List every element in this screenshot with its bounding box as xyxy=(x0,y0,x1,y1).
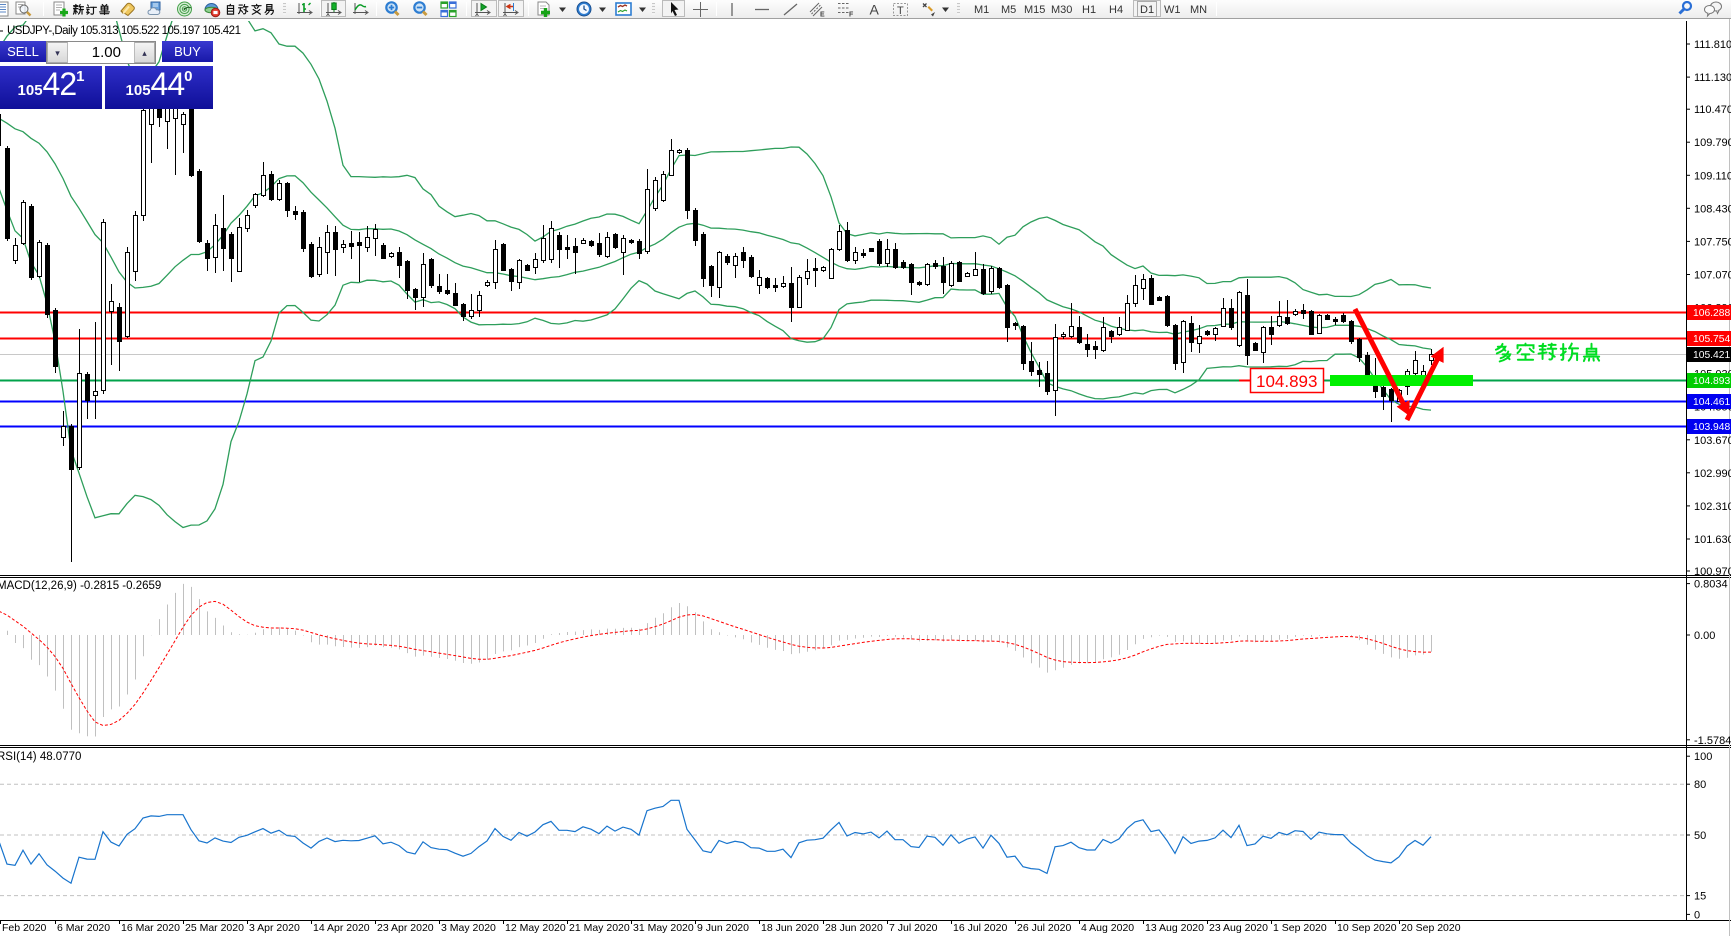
svg-text:1 Sep 2020: 1 Sep 2020 xyxy=(1273,922,1327,934)
svg-text:MACD(12,26,9) -0.2815 -0.2659: MACD(12,26,9) -0.2815 -0.2659 xyxy=(0,580,161,592)
svg-text:106.288: 106.288 xyxy=(1693,308,1730,319)
svg-text:31 May 2020: 31 May 2020 xyxy=(633,922,694,934)
svg-text:4 Aug 2020: 4 Aug 2020 xyxy=(1081,922,1134,934)
svg-text:104.893: 104.893 xyxy=(1693,376,1730,387)
svg-text:101.630: 101.630 xyxy=(1694,534,1731,546)
svg-text:16 Mar 2020: 16 Mar 2020 xyxy=(121,922,180,934)
svg-text:RSI(14) 48.0770: RSI(14) 48.0770 xyxy=(0,751,81,763)
svg-text:104.893: 104.893 xyxy=(1256,372,1317,391)
svg-text:0.8034: 0.8034 xyxy=(1694,579,1728,591)
svg-text:100.970: 100.970 xyxy=(1694,566,1731,578)
svg-text:109.790: 109.790 xyxy=(1694,137,1731,149)
svg-text:Feb 2020: Feb 2020 xyxy=(2,922,47,934)
svg-text:23 Aug 2020: 23 Aug 2020 xyxy=(1209,922,1268,934)
svg-text:103.948: 103.948 xyxy=(1693,422,1730,433)
svg-text:28 Jun 2020: 28 Jun 2020 xyxy=(825,922,883,934)
svg-text:109.110: 109.110 xyxy=(1694,170,1731,182)
svg-text:102.310: 102.310 xyxy=(1694,501,1731,513)
svg-text:110.470: 110.470 xyxy=(1694,104,1731,116)
svg-text:T: T xyxy=(897,5,904,17)
svg-text:15: 15 xyxy=(1694,891,1706,903)
svg-text:9 Jun 2020: 9 Jun 2020 xyxy=(697,922,749,934)
svg-text:25 Mar 2020: 25 Mar 2020 xyxy=(185,922,244,934)
svg-text:105.421: 105.421 xyxy=(1693,350,1730,361)
svg-text:USDJPY-,Daily 105.313 105.522: USDJPY-,Daily 105.313 105.522 105.197 10… xyxy=(7,25,241,37)
svg-text:26 Jul 2020: 26 Jul 2020 xyxy=(1017,922,1071,934)
svg-text:23 Apr 2020: 23 Apr 2020 xyxy=(377,922,434,934)
svg-text:21 May 2020: 21 May 2020 xyxy=(569,922,630,934)
svg-text:14 Apr 2020: 14 Apr 2020 xyxy=(313,922,370,934)
svg-text:104.461: 104.461 xyxy=(1693,397,1730,408)
svg-text:F: F xyxy=(849,12,854,19)
svg-text:111.810: 111.810 xyxy=(1694,39,1731,51)
svg-text:7 Jul 2020: 7 Jul 2020 xyxy=(889,922,938,934)
svg-text:111.130: 111.130 xyxy=(1694,72,1731,84)
svg-text:0: 0 xyxy=(1694,909,1700,921)
svg-text:80: 80 xyxy=(1694,779,1706,791)
svg-text:20 Sep 2020: 20 Sep 2020 xyxy=(1401,922,1461,934)
svg-text:16 Jul 2020: 16 Jul 2020 xyxy=(953,922,1007,934)
svg-text:102.990: 102.990 xyxy=(1694,468,1731,480)
svg-text:13 Aug 2020: 13 Aug 2020 xyxy=(1145,922,1204,934)
svg-text:107.750: 107.750 xyxy=(1694,236,1731,248)
svg-text:105.754: 105.754 xyxy=(1693,334,1730,345)
svg-text:108.430: 108.430 xyxy=(1694,203,1731,215)
svg-text:18 Jun 2020: 18 Jun 2020 xyxy=(761,922,819,934)
svg-text:A: A xyxy=(870,2,880,18)
svg-text:107.070: 107.070 xyxy=(1694,270,1731,282)
svg-text:100: 100 xyxy=(1694,751,1712,763)
svg-text:-1.5784: -1.5784 xyxy=(1694,735,1731,747)
svg-text:10 Sep 2020: 10 Sep 2020 xyxy=(1337,922,1397,934)
svg-text:50: 50 xyxy=(1694,830,1706,842)
svg-text:12 May 2020: 12 May 2020 xyxy=(505,922,566,934)
svg-text:E: E xyxy=(820,12,825,19)
svg-text:3 May 2020: 3 May 2020 xyxy=(441,922,496,934)
svg-text:103.670: 103.670 xyxy=(1694,435,1731,447)
svg-text:3 Apr 2020: 3 Apr 2020 xyxy=(249,922,300,934)
svg-text:0.00: 0.00 xyxy=(1694,630,1715,642)
svg-text:6 Mar 2020: 6 Mar 2020 xyxy=(57,922,110,934)
